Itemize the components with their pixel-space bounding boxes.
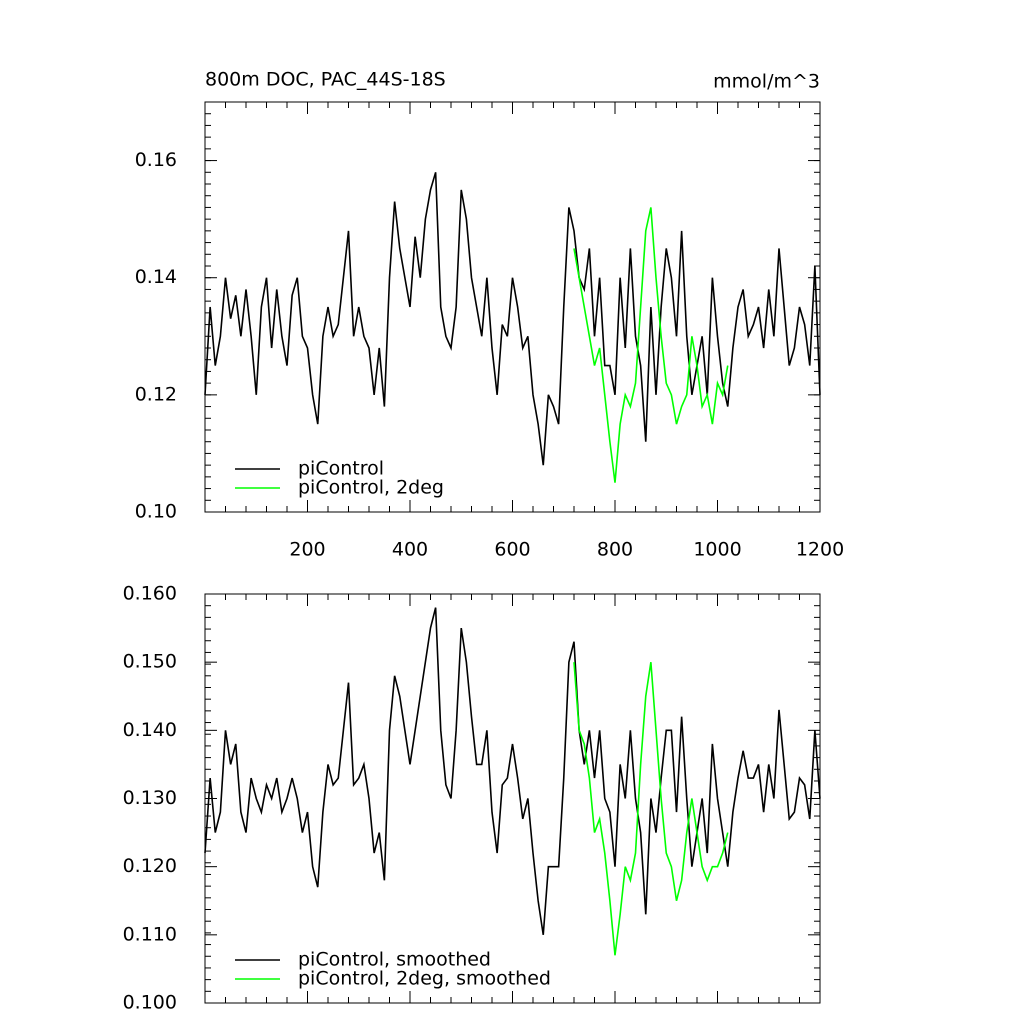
data-line (204, 172, 821, 466)
units-label: mmol/m^3 (713, 71, 820, 93)
data-line (573, 662, 729, 956)
y-tick-label: 0.14 (135, 266, 177, 288)
x-tick-label: 800 (597, 539, 633, 561)
legend-label: piControl (298, 458, 384, 480)
y-tick-label: 0.12 (135, 383, 177, 405)
legend-label: piControl, smoothed (298, 949, 491, 971)
y-tick-label: 0.16 (135, 149, 177, 171)
x-tick-label: 200 (289, 539, 325, 561)
legend-label: piControl, 2deg (298, 477, 444, 499)
x-tick-label: 1200 (796, 539, 844, 561)
x-tick-label: 400 (392, 539, 428, 561)
legend-label: piControl, 2deg, smoothed (298, 968, 551, 990)
data-line (573, 207, 729, 483)
y-tick-label: 0.140 (123, 719, 177, 741)
y-tick-label: 0.10 (135, 501, 177, 523)
data-line (204, 607, 821, 935)
y-tick-label: 0.120 (123, 855, 177, 877)
x-tick-label: 600 (494, 539, 530, 561)
y-tick-label: 0.160 (123, 583, 177, 605)
plot-frame (204, 101, 821, 513)
x-tick-label: 1000 (693, 539, 741, 561)
y-tick-label: 0.100 (123, 992, 177, 1014)
chart-title: 800m DOC, PAC_44S-18S (205, 69, 446, 91)
y-tick-label: 0.130 (123, 787, 177, 809)
y-tick-label: 0.110 (123, 923, 177, 945)
y-tick-label: 0.150 (123, 651, 177, 673)
